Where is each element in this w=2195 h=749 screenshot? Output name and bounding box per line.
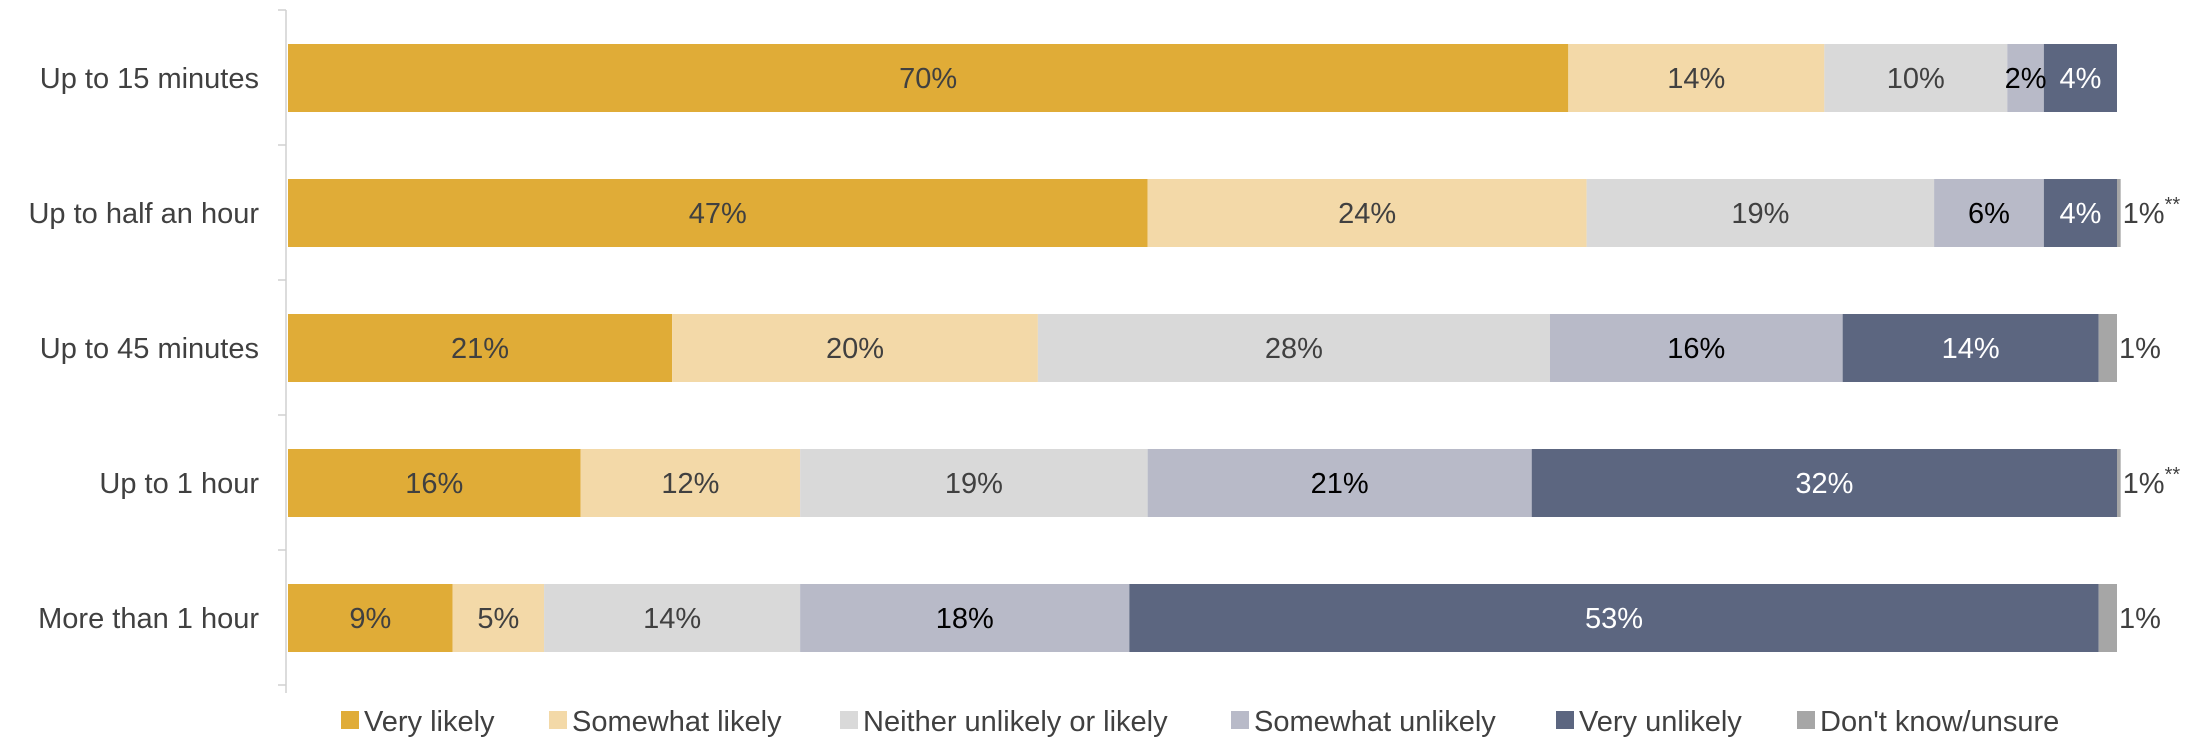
data-label: 24% [1338, 198, 1396, 230]
data-label: 5% [477, 603, 519, 635]
bar-segment [452, 584, 545, 652]
bar-segment [1037, 314, 1551, 382]
legend-swatch [1556, 711, 1574, 729]
legend-swatch [1797, 711, 1815, 729]
bar-segment [1568, 44, 1825, 112]
data-label: 1%** [2123, 194, 2181, 230]
bar-segment [800, 449, 1148, 517]
legend-label: Don't know/unsure [1820, 706, 2059, 738]
bar-segment [1129, 584, 2099, 652]
bars-layer [288, 44, 2121, 652]
data-label: 21% [451, 333, 509, 365]
bar-segment [2043, 179, 2117, 247]
data-label: 53% [1585, 603, 1643, 635]
category-label: Up to 15 minutes [40, 63, 259, 95]
data-label: 14% [1942, 333, 2000, 365]
data-label: 10% [1887, 63, 1945, 95]
bar-segment [288, 584, 453, 652]
data-label: 21% [1311, 468, 1369, 500]
bar-segment [544, 584, 801, 652]
bar-segment [1586, 179, 1935, 247]
data-label: 14% [1667, 63, 1725, 95]
bar-segment [2117, 179, 2121, 247]
data-label: 9% [349, 603, 391, 635]
bar-segment [288, 44, 1569, 112]
data-label: 2% [2005, 63, 2047, 95]
data-label: 47% [689, 198, 747, 230]
axis-layer [278, 9, 287, 693]
data-label: 18% [936, 603, 994, 635]
legend-label: Neither unlikely or likely [863, 706, 1168, 738]
data-label: 32% [1795, 468, 1853, 500]
data-label: 12% [661, 468, 719, 500]
bar-segment [800, 584, 1130, 652]
bar-segment [580, 449, 801, 517]
legend-label: Very unlikely [1579, 706, 1742, 738]
legend-label: Somewhat likely [572, 706, 782, 738]
bar-segment [1550, 314, 1843, 382]
bar-segment [1842, 314, 2099, 382]
bar-segment [1147, 449, 1532, 517]
category-label: Up to half an hour [28, 198, 259, 230]
data-label: 16% [405, 468, 463, 500]
data-label: 20% [826, 333, 884, 365]
data-label: 28% [1265, 333, 1323, 365]
legend-swatch [840, 711, 858, 729]
legend-swatch [549, 711, 567, 729]
data-label: 14% [643, 603, 701, 635]
footnote-marker: ** [2165, 464, 2181, 486]
bar-segment [2117, 449, 2121, 517]
data-label: 19% [945, 468, 1003, 500]
data-label: 70% [899, 63, 957, 95]
legend-swatch [341, 711, 359, 729]
data-label: 1% [2119, 333, 2161, 365]
data-label: 1%** [2123, 464, 2181, 500]
legend-swatch [1231, 711, 1249, 729]
bar-segment [288, 449, 581, 517]
category-label: More than 1 hour [38, 603, 259, 635]
legend: Very likely Somewhat likely Neither unlike… [341, 706, 2059, 738]
bar-segment [288, 314, 673, 382]
footnote-marker: ** [2165, 194, 2181, 216]
data-label: 6% [1968, 198, 2010, 230]
bar-segment [2007, 44, 2044, 112]
bar-segment [2098, 584, 2117, 652]
legend-label: Very likely [364, 706, 495, 738]
labels-layer: Up to 15 minutes 70% 14% 10% 2% 4% Up to half … [28, 63, 2180, 635]
bar-segment [2098, 314, 2117, 382]
bar-segment [2043, 44, 2117, 112]
data-label: 4% [2059, 198, 2101, 230]
legend-label: Somewhat unlikely [1254, 706, 1496, 738]
data-label: 16% [1667, 333, 1725, 365]
data-label: 19% [1731, 198, 1789, 230]
bar-segment [672, 314, 1038, 382]
bar-segment [1147, 179, 1587, 247]
bar-segment [288, 179, 1148, 247]
category-label: Up to 1 hour [99, 468, 259, 500]
bar-segment [1824, 44, 2008, 112]
bar-segment [1934, 179, 2044, 247]
data-label: 1% [2119, 603, 2161, 635]
bar-segment [1531, 449, 2117, 517]
category-label: Up to 45 minutes [40, 333, 259, 365]
data-label: 4% [2059, 63, 2101, 95]
